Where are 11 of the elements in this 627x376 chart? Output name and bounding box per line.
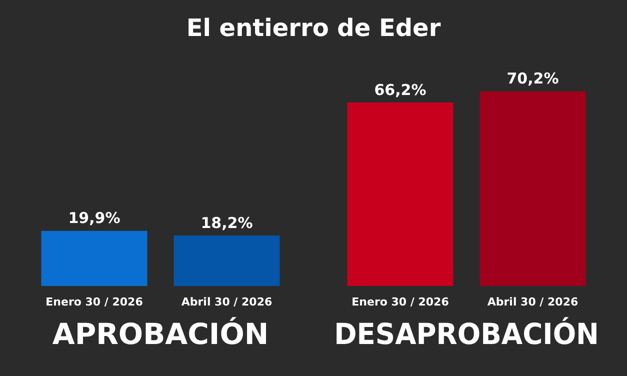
data-label: 70,2%: [506, 70, 559, 88]
x-axis-title: DESAPROBACIÓN: [334, 316, 599, 352]
x-tick-label: Abril 30 / 2026: [487, 295, 578, 308]
data-label: 18,2%: [200, 214, 253, 232]
x-tick-label: Enero 30 / 2026: [46, 295, 144, 308]
data-label: 19,9%: [68, 209, 120, 228]
data-label: 66,2%: [374, 80, 426, 99]
chart-title: El entierro de Eder: [185, 13, 442, 44]
x-tick-label: Enero 30 / 2026: [352, 295, 450, 308]
x-tick-label: Abril 30 / 2026: [181, 295, 272, 308]
x-axis-title: APROBACIÓN: [52, 317, 269, 352]
